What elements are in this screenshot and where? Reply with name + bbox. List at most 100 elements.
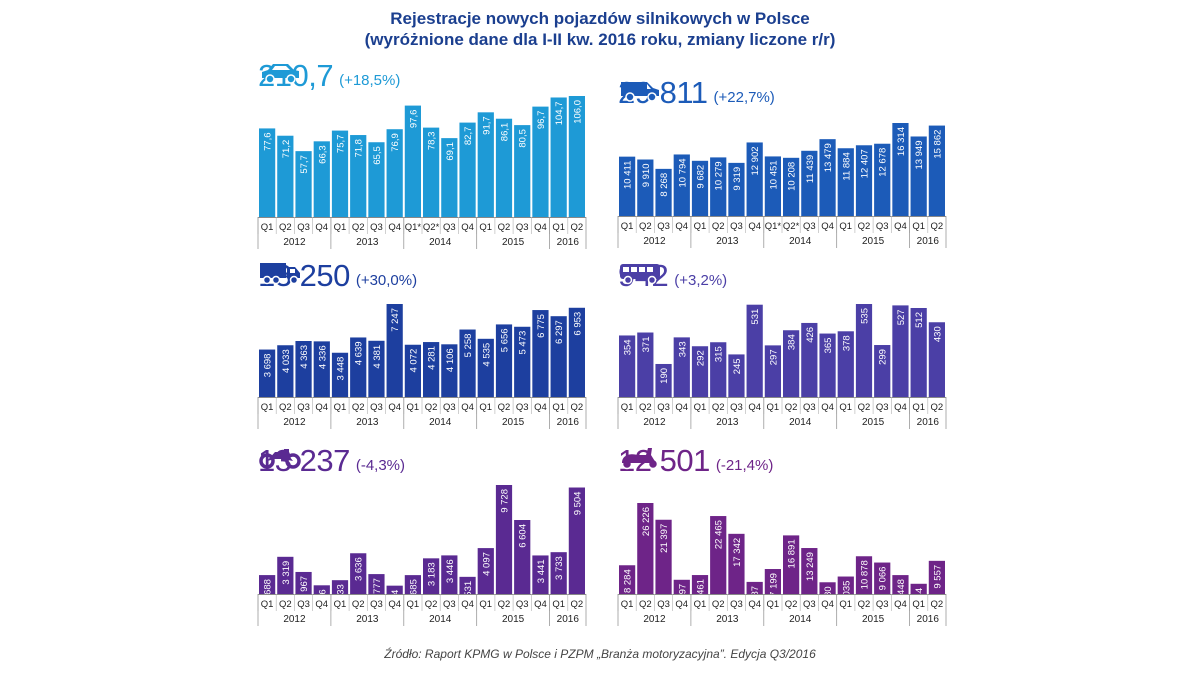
bar-label-vans-6: 9 319: [732, 167, 743, 191]
headline-change-cars: (+18,5%): [339, 71, 401, 89]
bar-buses-13: [855, 304, 873, 397]
tick-label-cars-13: Q2: [498, 222, 511, 233]
bar-label-cars-13: 86,1: [500, 123, 511, 142]
bar-vans-7: [746, 142, 763, 216]
tick-label-buses-1: Q2: [639, 402, 652, 413]
panel-motorcycles: 1 688 3 319 1 967 776 1 233 3 636 1 777 744 1 68…: [257, 443, 588, 629]
bar-label-vans-16: 13 949: [914, 140, 925, 169]
bar-vans-14: [874, 143, 891, 216]
bar-label-cars-12: 91,7: [481, 116, 492, 134]
bar-mopeds-14: [874, 562, 891, 594]
bar-cars-1: [277, 135, 294, 217]
bar-trucks-2: [295, 341, 312, 397]
tick-label-vans-13: Q2: [858, 221, 871, 232]
year-label-trucks-4: 2016: [557, 417, 580, 428]
tick-label-motorcycles-14: Q3: [516, 599, 529, 610]
panel-buses: 354 371 190 343 292 315 245 531 297 384 426 365 378 5…: [617, 258, 948, 436]
year-label-mopeds-3: 2015: [862, 614, 885, 625]
tick-label-mopeds-10: Q3: [803, 599, 816, 610]
tick-label-vans-7: Q4: [748, 221, 761, 232]
bar-label-motorcycles-14: 6 604: [518, 524, 529, 548]
bar-label-cars-14: 80,5: [518, 129, 529, 148]
year-label-trucks-3: 2015: [502, 417, 525, 428]
bar-buses-11: [819, 333, 836, 397]
bar-motorcycles-14: [514, 520, 531, 594]
bar-label-cars-17: 106,0: [572, 100, 583, 124]
tick-label-cars-8: Q1*: [405, 222, 422, 233]
source-note: Źródło: Raport KPMG w Polsce i PZPM „Bra…: [384, 647, 816, 661]
tick-label-trucks-2: Q3: [297, 402, 310, 413]
bar-chart-buses: [618, 258, 948, 436]
motorcycle-icon: 1 688 3 319 1 967 776 1 233 3 636 1 777 744 1 68…: [257, 449, 587, 626]
bar-motorcycles-11: [459, 576, 476, 594]
headline-change-mopeds: (-21,4%): [715, 456, 774, 474]
tick-label-trucks-16: Q1: [552, 402, 565, 413]
bar-label-vans-17: 15 862: [932, 130, 943, 159]
bar-label-cars-11: 82,7: [463, 127, 474, 146]
bar-buses-2: [655, 363, 672, 397]
bar-cars-4: [331, 130, 349, 217]
bar-cars-0: [259, 128, 276, 217]
tick-label-buses-4: Q1: [694, 402, 707, 413]
bus-icon: 354 371 190 343 292 315 245 531 297 384 426 365 378 5…: [617, 264, 947, 429]
bar-label-trucks-16: 6 297: [554, 320, 565, 344]
bar-cars-3: [313, 141, 330, 217]
year-label-trucks-1: 2013: [356, 417, 379, 428]
bar-label-trucks-2: 4 363: [299, 345, 310, 369]
bar-label-buses-3: 343: [677, 341, 688, 357]
bar-chart-motorcycles: [258, 443, 588, 629]
bar-label-mopeds-3: 4 097: [677, 584, 688, 608]
bar-mopeds-16: [910, 583, 927, 594]
tick-label-vans-3: Q4: [675, 221, 688, 232]
tick-label-mopeds-14: Q3: [876, 599, 889, 610]
bar-trucks-12: [477, 338, 494, 397]
bar-label-mopeds-15: 5 448: [896, 579, 907, 603]
bar-label-motorcycles-17: 9 504: [572, 492, 583, 516]
bar-buses-6: [728, 354, 745, 397]
year-label-mopeds-4: 2016: [917, 614, 940, 625]
bar-trucks-3: [313, 341, 330, 397]
bar-trucks-7: [386, 304, 403, 397]
bar-buses-14: [874, 345, 891, 397]
tick-label-motorcycles-0: Q1: [261, 599, 274, 610]
tick-label-motorcycles-6: Q3: [370, 599, 383, 610]
tick-label-mopeds-16: Q1: [912, 599, 925, 610]
tick-label-trucks-6: Q3: [370, 402, 383, 413]
headline-vans: 10 411 9 910 8 268 10 794 9 682 10 279 9 319 12…: [617, 75, 947, 248]
bar-buses-9: [783, 330, 800, 397]
bar-motorcycles-10: [441, 555, 458, 594]
bar-vans-17: [928, 125, 945, 216]
tick-label-motorcycles-2: Q3: [297, 599, 310, 610]
bar-vans-3: [673, 154, 690, 216]
tick-label-cars-7: Q4: [388, 222, 401, 233]
tick-label-motorcycles-15: Q4: [534, 599, 547, 610]
bar-vans-16: [910, 136, 927, 216]
tick-label-mopeds-7: Q4: [748, 599, 761, 610]
bar-label-vans-4: 9 682: [696, 165, 707, 189]
tick-label-motorcycles-11: Q4: [461, 599, 474, 610]
bar-motorcycles-3: [313, 585, 330, 594]
bar-label-mopeds-1: 26 226: [641, 507, 652, 536]
year-label-vans-0: 2012: [643, 236, 666, 247]
tick-label-trucks-17: Q2: [571, 402, 584, 413]
bar-label-vans-14: 12 678: [878, 148, 889, 177]
bar-mopeds-0: [619, 565, 636, 594]
tick-label-buses-3: Q4: [675, 402, 688, 413]
tick-label-vans-5: Q2: [712, 221, 725, 232]
tick-label-vans-14: Q3: [876, 221, 889, 232]
tick-label-buses-12: Q1: [839, 402, 852, 413]
bar-label-trucks-7: 7 247: [390, 308, 401, 332]
bar-label-mopeds-10: 13 249: [805, 552, 816, 581]
bar-cars-7: [386, 129, 403, 217]
bar-label-buses-14: 299: [878, 349, 889, 365]
bar-label-mopeds-13: 10 878: [860, 560, 871, 589]
bar-motorcycles-17: [568, 487, 585, 594]
bar-label-buses-2: 190: [659, 368, 670, 384]
bar-label-trucks-14: 5 473: [518, 331, 529, 355]
bar-label-vans-5: 10 279: [714, 161, 725, 190]
tick-label-trucks-13: Q2: [498, 402, 511, 413]
bar-cars-8: [404, 105, 421, 217]
bar-vans-2: [655, 168, 672, 216]
chart-title: Rejestracje nowych pojazdów silnikowych …: [0, 8, 1200, 50]
title-line-2: (wyróżnione dane dla I-II kw. 2016 roku,…: [364, 30, 836, 49]
